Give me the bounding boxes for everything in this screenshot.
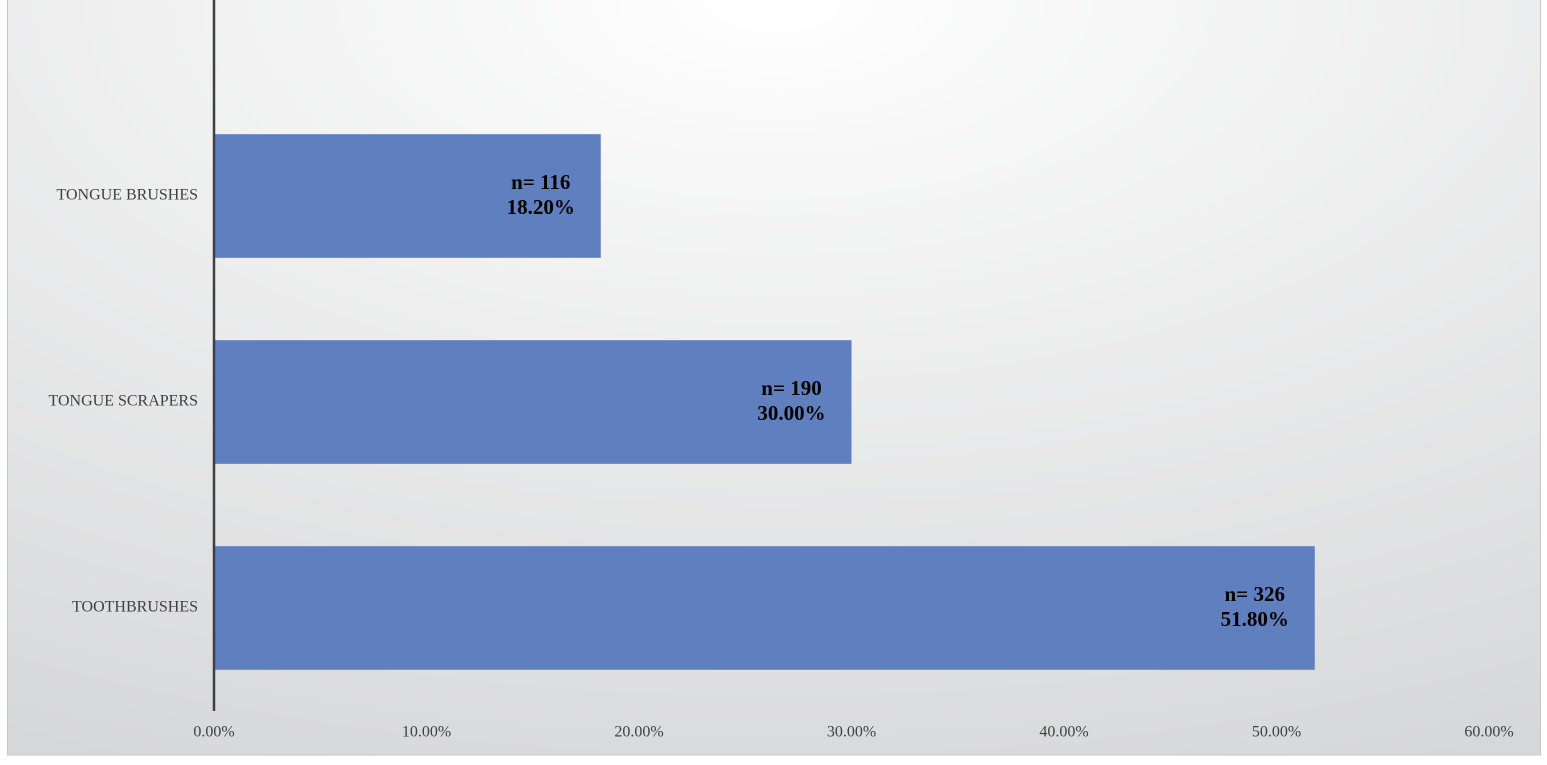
count-label: n= 326 bbox=[1225, 582, 1285, 606]
x-tick-label: 40.00% bbox=[1039, 724, 1088, 741]
x-tick-label: 60.00% bbox=[1464, 724, 1513, 741]
bar bbox=[214, 340, 852, 464]
x-tick-label: 50.00% bbox=[1252, 724, 1301, 741]
count-label: n= 116 bbox=[511, 170, 570, 194]
y-tick-label: TOOTHBRUSHES bbox=[72, 599, 198, 616]
x-tick-label: 20.00% bbox=[614, 724, 663, 741]
value-label: 51.80% bbox=[1221, 607, 1289, 631]
bar bbox=[214, 546, 1315, 670]
count-label: n= 190 bbox=[761, 376, 821, 400]
x-tick-label: 10.00% bbox=[402, 724, 451, 741]
value-label: 30.00% bbox=[757, 401, 825, 425]
y-tick-label: TONGUE SCRAPERS bbox=[48, 393, 198, 410]
x-tick-label: 0.00% bbox=[193, 724, 234, 741]
y-tick-label: TONGUE BRUSHES bbox=[57, 187, 199, 204]
value-label: 18.20% bbox=[507, 195, 575, 219]
x-tick-label: 30.00% bbox=[827, 724, 876, 741]
bar bbox=[214, 134, 601, 258]
